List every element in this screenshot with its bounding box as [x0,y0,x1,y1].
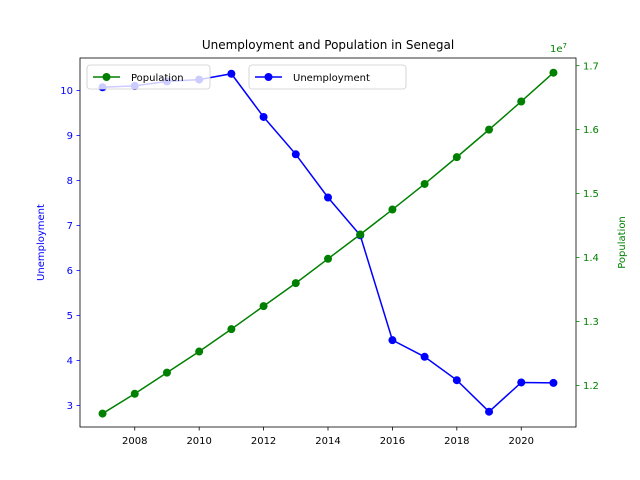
legend-unemployment: Unemployment [248,64,407,90]
unemployment-point [517,378,526,387]
legends: Population Unemployment [86,64,407,90]
right-axis-title: Population [617,216,628,269]
left-y-tick-label: 7 [67,221,73,232]
x-tick-label: 2016 [380,436,405,447]
population-point [195,347,204,356]
unemployment-point [388,336,397,345]
chart-title: Unemployment and Population in Senegal [202,38,454,52]
right-y-tick-label: 1.3 [583,317,599,328]
legend-swatch-marker [264,73,273,81]
population-point [517,97,526,106]
x-tick-label: 2012 [251,436,276,447]
left-y-tick-label: 6 [67,266,73,277]
population-point [291,279,300,288]
legend-label: Unemployment [293,73,370,84]
population-point [549,68,558,77]
legend-label: Population [131,73,184,84]
unemployment-point [452,376,461,385]
right-y-tick-label: 1.5 [583,189,599,200]
left-y-tick-label: 10 [60,86,73,97]
population-point [130,389,139,398]
right-y-tick-label: 1.6 [583,125,599,136]
population-point [452,153,461,162]
population-point [162,368,171,377]
unemployment-point [324,193,332,202]
legend-swatch-marker [102,73,111,81]
legend-box [248,64,407,90]
unemployment-point [485,407,494,416]
population-point [420,179,429,188]
left-y-tick-label: 8 [67,176,73,187]
population-point [98,409,107,418]
population-point [324,254,332,263]
left-y-tick-label: 9 [67,131,73,142]
x-tick-label: 2018 [444,436,469,447]
left-y-tick-label: 4 [67,356,73,367]
x-tick-label: 2020 [509,436,534,447]
left-y-tick-label: 5 [67,311,73,322]
x-tick-label: 2010 [186,436,211,447]
left-axis-title: Unemployment [36,204,47,281]
axes: 2008 2010 2012 2014 2016 2018 2020 3 4 5 6 7 8 9 10 1.2… [60,57,599,447]
population-point [227,325,236,334]
right-y-tick-label: 1.2 [583,381,599,392]
population-point [356,230,365,239]
legend-population: Population [86,64,211,90]
unemployment-point [420,352,429,361]
x-tick-label: 2008 [122,436,147,447]
x-tick-label: 2014 [315,436,340,447]
right-axis-multiplier: 1e7 [550,42,567,55]
right-y-tick-label: 1.4 [583,253,599,264]
population-point [259,302,268,311]
unemployment-point [549,378,558,387]
population-point [388,205,397,214]
unemployment-point [259,112,268,121]
unemployment-point [227,69,236,78]
legend-box [86,64,211,90]
right-y-tick-label: 1.7 [583,61,599,72]
left-y-tick-label: 3 [67,401,73,412]
unemployment-point [291,150,300,159]
population-point [485,125,494,134]
